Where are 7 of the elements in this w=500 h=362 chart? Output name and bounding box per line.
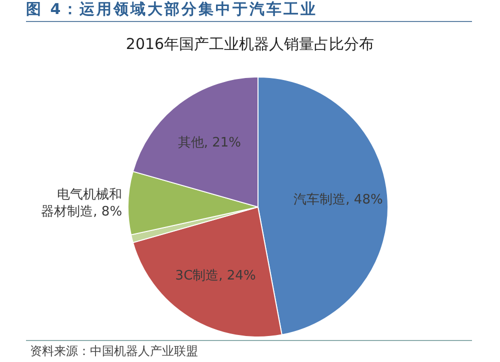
chart-title: 图 4：运用领域大部分集中于汽车工业 bbox=[26, 0, 318, 19]
chart-subtitle: 2016年国产工业机器人销量占比分布 bbox=[124, 35, 376, 54]
slice-label: 电气机械和器材制造, 8% bbox=[41, 186, 122, 219]
slice-label: 汽车制造, 48% bbox=[294, 192, 383, 208]
text: 资料来源：中国机器人产业联盟 bbox=[30, 343, 198, 360]
slice-label: 3C制造, 24% bbox=[175, 268, 256, 284]
slice-label: 其他, 21% bbox=[178, 135, 242, 150]
